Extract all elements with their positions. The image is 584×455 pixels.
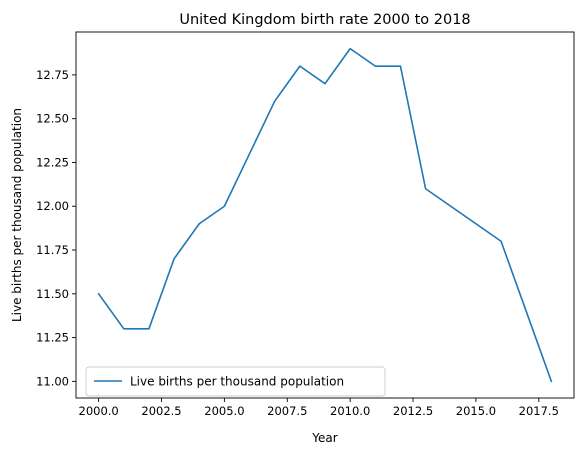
series-line bbox=[97, 47, 553, 383]
data-point bbox=[425, 188, 427, 190]
data-point bbox=[450, 205, 452, 207]
y-tick-label: 11.00 bbox=[36, 374, 69, 388]
data-point bbox=[224, 205, 226, 207]
legend-box bbox=[85, 366, 386, 397]
series-layer bbox=[97, 47, 553, 383]
y-tick-label: 12.50 bbox=[36, 112, 69, 126]
x-tick-label: 2017.5 bbox=[519, 404, 559, 418]
y-tick-label: 11.25 bbox=[36, 331, 69, 345]
data-point bbox=[375, 65, 377, 67]
data-point bbox=[123, 328, 125, 330]
x-tick-label: 2010.0 bbox=[330, 404, 370, 418]
x-axis-label: Year bbox=[311, 431, 337, 445]
data-point bbox=[525, 311, 527, 313]
data-point bbox=[299, 65, 301, 67]
y-tick-label: 12.75 bbox=[36, 68, 69, 82]
data-point bbox=[475, 223, 477, 225]
x-tick-label: 2002.5 bbox=[141, 404, 181, 418]
chart-title: United Kingdom birth rate 2000 to 2018 bbox=[179, 12, 470, 28]
plot-frame bbox=[75, 31, 575, 399]
axis-ticks: 2000.0 2002.5 2005.0 2007.5 2010.0 2012.5 2015… bbox=[36, 68, 559, 418]
x-tick-label: 2005.0 bbox=[204, 404, 244, 418]
x-tick-label: 2007.5 bbox=[267, 404, 307, 418]
data-point bbox=[500, 240, 502, 242]
data-point bbox=[173, 258, 175, 260]
y-tick-label: 11.75 bbox=[36, 243, 69, 257]
y-tick-label: 11.50 bbox=[36, 287, 69, 301]
y-tick-label: 12.25 bbox=[36, 155, 69, 169]
y-tick-label: 12.00 bbox=[36, 199, 69, 213]
x-tick-label: 2000.0 bbox=[79, 404, 119, 418]
data-point bbox=[274, 100, 276, 102]
data-point bbox=[198, 223, 200, 225]
data-point bbox=[98, 293, 100, 295]
data-point bbox=[249, 153, 251, 155]
legend-label: Live births per thousand population bbox=[130, 375, 344, 389]
data-point bbox=[148, 328, 150, 330]
legend: Live births per thousand population bbox=[85, 366, 386, 397]
data-point bbox=[324, 83, 326, 85]
data-point bbox=[400, 65, 402, 67]
x-tick-label: 2012.5 bbox=[393, 404, 433, 418]
x-tick-label: 2015.0 bbox=[456, 404, 496, 418]
data-point bbox=[349, 48, 351, 50]
y-axis-label: Live births per thousand population bbox=[10, 108, 24, 322]
data-point bbox=[551, 381, 553, 383]
